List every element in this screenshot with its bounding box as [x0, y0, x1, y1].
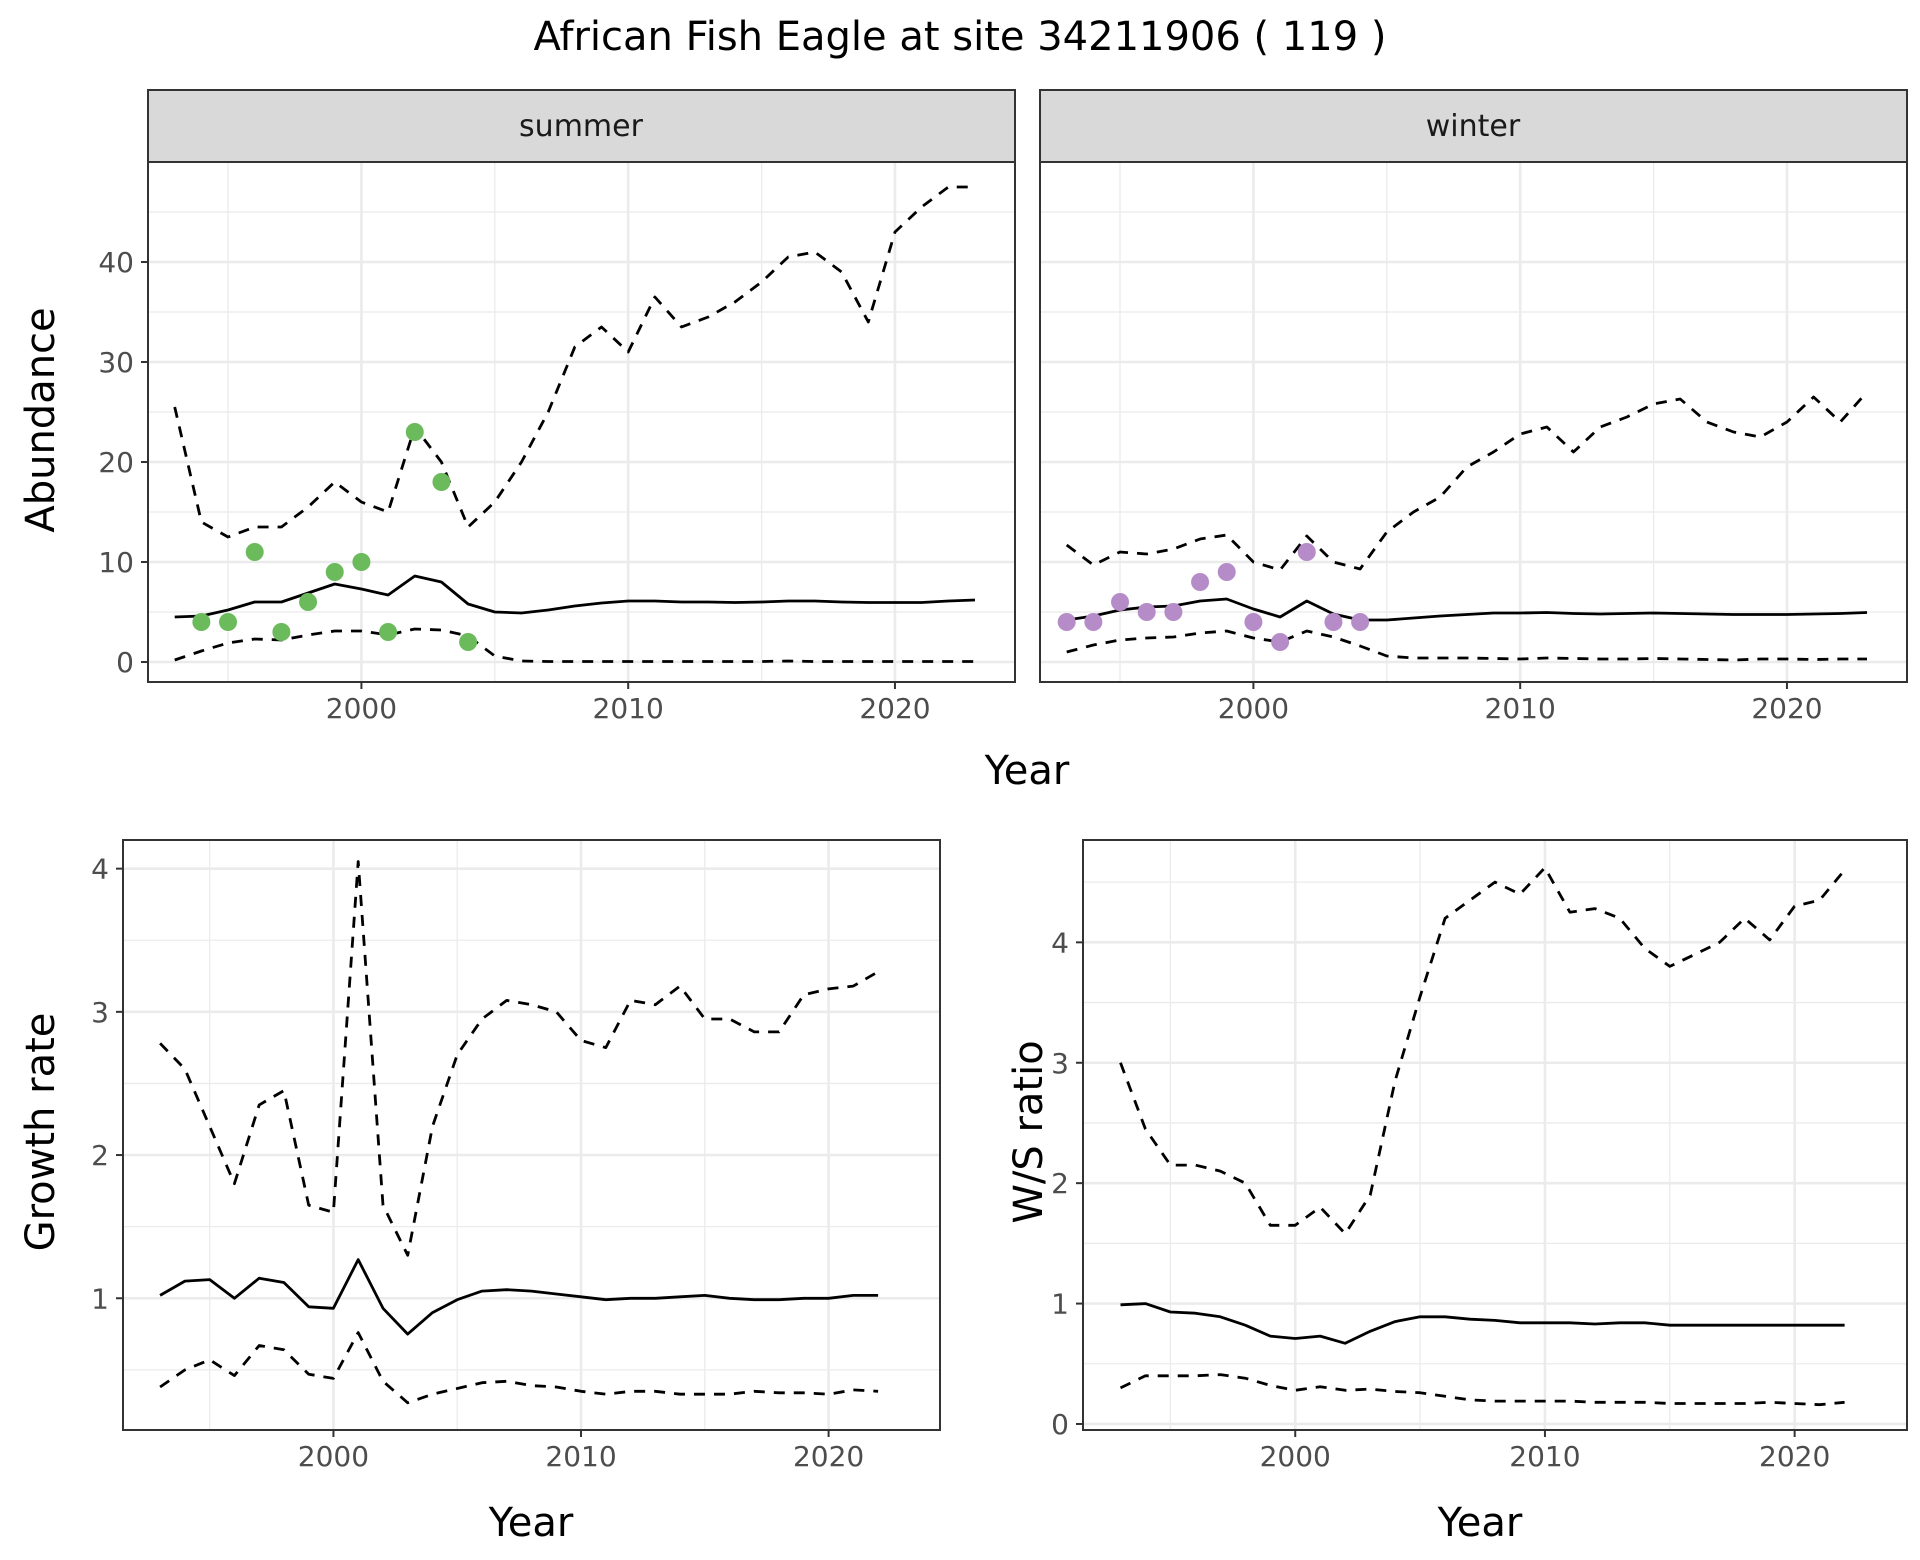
ratio-x-tick-label: 2010 [1509, 1440, 1580, 1473]
winter-observed-point [1084, 613, 1103, 631]
summer-panel-border [147, 161, 1016, 683]
winter-plot-area [1040, 162, 1907, 682]
strip-summer [147, 89, 1016, 163]
summer-upper-ci-line [173, 185, 975, 539]
growth-upper-ci-line [159, 860, 879, 1257]
summer-observed-point [245, 543, 264, 561]
summer-observed-point [272, 623, 291, 641]
winter-observed-point [1137, 603, 1156, 621]
summer-observed-point [219, 613, 238, 631]
summer-observed-point [459, 633, 478, 651]
winter-x-tick-label: 2020 [1751, 692, 1822, 725]
ratio-y-tick-label: 2 [1051, 1167, 1069, 1200]
summer-x-tick-label: 2000 [326, 692, 397, 725]
winter-x-tick-label: 2000 [1218, 692, 1289, 725]
winter-observed-point [1244, 613, 1263, 631]
growth-x-tick-label: 2020 [793, 1440, 864, 1473]
growth-y-axis-title: Growth rate [18, 1013, 64, 1252]
ratio-y-tick-label: 1 [1051, 1288, 1069, 1321]
strip-summer-label: summer [519, 109, 644, 144]
winter-median-line [1066, 597, 1868, 622]
winter-observed-point [1271, 633, 1290, 651]
ratio-lower-ci-line [1119, 1373, 1845, 1407]
ratio-upper-ci-line [1119, 866, 1846, 1236]
summer-y-tick-label: 20 [98, 446, 134, 479]
winter-panel-border [1039, 161, 1908, 683]
summer-y-tick-label: 30 [98, 346, 134, 379]
summer-observed-point [379, 623, 398, 641]
winter-observed-point [1164, 603, 1183, 621]
summer-y-tick-label: 0 [116, 646, 134, 679]
winter-observed-point [1217, 563, 1236, 581]
ratio-y-tick-label: 0 [1051, 1408, 1069, 1441]
summer-panel: 2000 2010 2020 0 10 20 30 40 [98, 161, 1016, 725]
summer-x-tick-label: 2010 [593, 692, 664, 725]
growth-y-tick-label: 3 [91, 996, 109, 1029]
strip-winter-label: winter [1426, 109, 1521, 144]
ratio-x-axis-title: Year [1437, 1500, 1523, 1546]
summer-observed-point [192, 613, 211, 631]
summer-observed-point [405, 423, 424, 441]
growth-median-line [159, 1258, 879, 1336]
summer-y-tick-label: 10 [98, 546, 134, 579]
winter-lower-ci-line [1066, 629, 1867, 662]
winter-observed-point [1057, 613, 1076, 631]
ratio-x-tick-label: 2020 [1759, 1440, 1830, 1473]
top-x-axis-title: Year [984, 748, 1070, 794]
growth-y-tick-label: 1 [91, 1282, 109, 1315]
summer-y-axis-title: Abundance [18, 307, 64, 532]
winter-observed-point [1297, 543, 1316, 561]
winter-observed-point [1351, 613, 1370, 631]
summer-x-tick-label: 2020 [859, 692, 930, 725]
winter-observed-point [1324, 613, 1343, 631]
winter-upper-ci-line [1065, 391, 1869, 572]
summer-plot-area [148, 162, 1015, 682]
ratio-y-tick-label: 3 [1051, 1047, 1069, 1080]
strip-winter [1039, 89, 1908, 163]
winter-observed-point [1111, 593, 1130, 611]
growth-x-tick-label: 2000 [298, 1440, 369, 1473]
growth-y-tick-label: 2 [91, 1139, 109, 1172]
growth-panel-border [122, 839, 941, 1431]
ratio-y-axis-title: W/S ratio [1006, 1040, 1052, 1223]
summer-observed-point [325, 563, 344, 581]
growth-x-tick-label: 2010 [545, 1440, 616, 1473]
summer-median-line [174, 574, 976, 619]
winter-observed-point [1191, 573, 1210, 591]
ratio-plot-area [1083, 840, 1907, 1430]
winter-panel: 2000 2010 2020 [1039, 161, 1908, 725]
growth-y-tick-label: 4 [91, 853, 109, 886]
summer-y-tick-label: 40 [98, 246, 134, 279]
ratio-y-tick-label: 4 [1051, 926, 1069, 959]
ratio-median-line [1120, 1302, 1845, 1345]
summer-observed-point [432, 473, 451, 491]
winter-x-tick-label: 2010 [1485, 692, 1556, 725]
summer-observed-point [299, 593, 318, 611]
ratio-panel-border [1082, 839, 1908, 1431]
growth-rate-panel: 2000 2010 2020 1 2 3 4 [91, 839, 941, 1473]
ws-ratio-panel: 2000 2010 2020 0 1 2 3 4 [1051, 839, 1908, 1473]
growth-x-axis-title: Year [488, 1500, 574, 1546]
growth-plot-area [123, 840, 940, 1430]
summer-observed-point [352, 553, 371, 571]
ratio-x-tick-label: 2000 [1260, 1440, 1331, 1473]
growth-lower-ci-line [159, 1331, 879, 1405]
figure-title: African Fish Eagle at site 34211906 ( 11… [533, 14, 1386, 60]
